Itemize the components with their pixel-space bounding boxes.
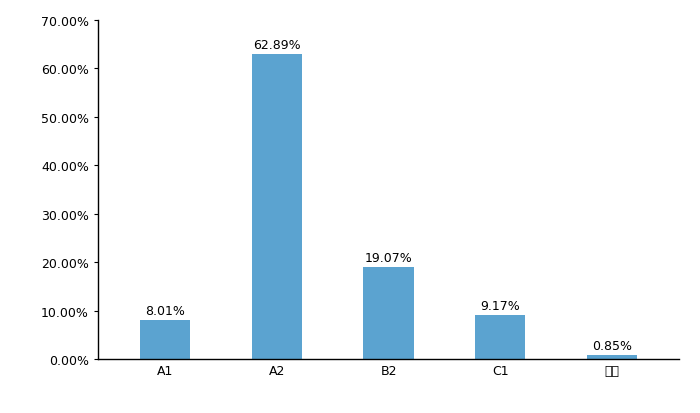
Text: 9.17%: 9.17% — [480, 299, 520, 312]
Text: 62.89%: 62.89% — [253, 39, 300, 52]
Bar — [363, 267, 414, 359]
Text: 8.01%: 8.01% — [145, 305, 185, 318]
Text: 19.07%: 19.07% — [365, 251, 412, 264]
Text: 0.85%: 0.85% — [592, 339, 632, 352]
Bar — [475, 315, 526, 359]
Bar — [587, 355, 637, 359]
Bar — [140, 320, 190, 359]
Bar — [251, 55, 302, 359]
